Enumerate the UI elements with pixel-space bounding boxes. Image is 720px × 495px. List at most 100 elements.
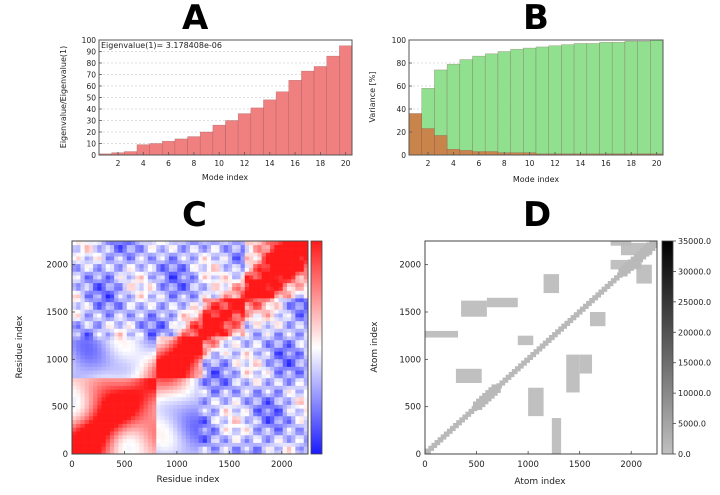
heatmap-c-cell [80, 423, 85, 428]
heatmap-c-cell [240, 339, 246, 344]
heatmap-c-cell [143, 370, 149, 375]
heatmap-c-cell [160, 374, 166, 379]
colorbar-d [661, 240, 674, 455]
heatmap-c-cell [109, 260, 115, 265]
heatmap-c-cell [227, 320, 233, 325]
heatmap-c-cell [236, 290, 241, 295]
heatmap-c-cell [206, 450, 212, 454]
heatmap-c-cell [109, 343, 115, 348]
chart-c-xtick-label: 1500 [219, 460, 241, 470]
heatmap-c-cell [198, 450, 203, 454]
heatmap-c-cell [101, 370, 107, 375]
heatmap-c-cell [278, 260, 284, 265]
heatmap-c-cell [253, 320, 258, 325]
heatmap-c-cell [101, 317, 107, 322]
chart-d-ytick-label: 2000 [399, 261, 421, 271]
heatmap-c-cell [194, 305, 199, 310]
heatmap-c-cell [232, 324, 237, 329]
heatmap-c-cell [244, 294, 250, 299]
heatmap-c-cell [202, 336, 208, 341]
heatmap-c-cell [303, 260, 308, 265]
heatmap-c-cell [278, 347, 284, 352]
heatmap-c-cell [160, 305, 166, 310]
heatmap-c-cell [253, 427, 258, 432]
heatmap-c-cell [303, 400, 308, 405]
heatmap-c-cell [286, 305, 292, 310]
heatmap-c-cell [152, 279, 157, 284]
heatmap-c-cell [295, 377, 300, 383]
heatmap-c-cell [227, 263, 233, 268]
heatmap-c-cell [270, 396, 275, 402]
heatmap-c-cell [118, 313, 123, 318]
heatmap-c-cell [76, 366, 81, 371]
heatmap-c-cell [93, 370, 98, 375]
heatmap-c-cell [147, 446, 153, 451]
heatmap-c-cell [131, 241, 136, 246]
heatmap-c-cell [177, 431, 182, 436]
heatmap-c-cell [185, 324, 191, 329]
heatmap-c-cell [147, 282, 153, 287]
heatmap-c-cell [299, 358, 305, 364]
heatmap-c-cell [72, 427, 77, 432]
heatmap-c-cell [261, 362, 267, 367]
heatmap-c-cell [181, 389, 187, 394]
heatmap-c-cell [131, 263, 136, 268]
heatmap-d-contact [610, 241, 632, 246]
heatmap-c-cell [194, 244, 199, 249]
heatmap-c-cell [143, 290, 149, 295]
heatmap-c-cell [122, 267, 128, 272]
heatmap-c-cell [291, 275, 296, 280]
heatmap-c-cell [126, 400, 132, 405]
heatmap-c-cell [101, 396, 107, 402]
heatmap-c-cell [80, 396, 85, 402]
heatmap-c-cell [76, 336, 81, 341]
heatmap-c-cell [291, 305, 296, 310]
heatmap-c-cell [270, 282, 275, 287]
heatmap-c-cell [219, 290, 225, 295]
heatmap-c-cell [202, 279, 208, 284]
heatmap-d-contact [517, 335, 534, 346]
heatmap-c-cell [299, 301, 305, 306]
heatmap-c-cell [270, 404, 275, 409]
heatmap-c-cell [253, 263, 258, 268]
heatmap-c-cell [185, 286, 191, 291]
heatmap-c-cell [282, 267, 288, 272]
heatmap-c-cell [135, 282, 140, 287]
heatmap-c-cell [198, 362, 203, 367]
heatmap-c-cell [219, 408, 225, 413]
heatmap-c-cell [135, 324, 140, 329]
heatmap-c-cell [190, 328, 195, 333]
heatmap-c-cell [114, 320, 119, 325]
heatmap-c-cell [147, 351, 153, 356]
heatmap-c-cell [215, 263, 220, 268]
heatmap-c-cell [282, 339, 288, 344]
heatmap-c-cell [97, 385, 102, 390]
chart-a-bar [237, 113, 252, 156]
heatmap-c-cell [194, 286, 199, 291]
heatmap-c-cell [126, 385, 132, 390]
heatmap-c-cell [223, 374, 229, 379]
heatmap-c-cell [152, 374, 157, 379]
chart-a-bar [288, 80, 302, 156]
heatmap-c-cell [88, 313, 94, 318]
heatmap-c-cell [232, 446, 237, 451]
heatmap-c-cell [299, 244, 305, 249]
heatmap-c-cell [105, 389, 111, 394]
heatmap-c-cell [261, 294, 267, 299]
heatmap-c-cell [219, 328, 225, 333]
heatmap-c-cell [194, 358, 199, 364]
heatmap-c-cell [126, 339, 132, 344]
heatmap-c-cell [152, 309, 157, 314]
heatmap-c-cell [198, 400, 203, 405]
heatmap-c-cell [105, 377, 111, 383]
heatmap-c-cell [185, 332, 191, 337]
heatmap-c-cell [164, 370, 170, 375]
heatmap-c-cell [76, 419, 81, 424]
heatmap-c-cell [282, 400, 288, 405]
heatmap-c-cell [232, 396, 237, 402]
heatmap-c-cell [206, 320, 212, 325]
heatmap-c-cell [118, 317, 123, 322]
heatmap-c-cell [282, 450, 288, 454]
heatmap-c-cell [168, 370, 174, 375]
heatmap-c-cell [114, 275, 119, 280]
